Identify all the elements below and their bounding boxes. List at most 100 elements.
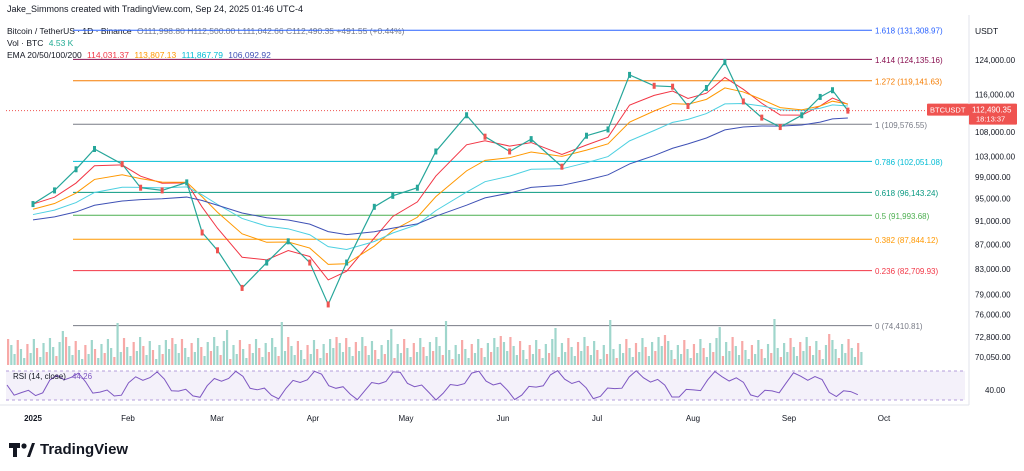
volume-bar-204 [663, 335, 667, 365]
volume-bar-36 [122, 338, 126, 365]
volume-bar-151 [493, 338, 496, 365]
volume-bar-27 [93, 349, 97, 365]
volume-bar-134 [438, 346, 441, 365]
volume-bar-203 [660, 346, 663, 365]
volume-bar-225 [731, 337, 734, 365]
volume-bar-41 [139, 337, 142, 365]
volume-bar-138 [451, 359, 454, 365]
ema-line-0 [32, 76, 849, 281]
fib-label-6: 0.5 (91,993.68) [875, 212, 930, 221]
rsi-value: 44.26 [72, 372, 93, 381]
time-tick-1: Feb [121, 414, 135, 423]
volume-bar-108 [354, 342, 357, 365]
volume-bar-243 [789, 338, 792, 365]
volume-bar-33 [113, 357, 116, 365]
volume-bar-71 [235, 354, 238, 365]
volume-bar-103 [338, 343, 341, 365]
volume-bar-176 [573, 356, 576, 365]
volume-bar-236 [766, 344, 770, 365]
symbol-legend[interactable]: Bitcoin / TetherUS · 1D · Binance O111,9… [7, 26, 407, 36]
price-point-11 [265, 259, 269, 266]
volume-bar-251 [815, 341, 818, 365]
volume-bar-112 [367, 355, 370, 365]
volume-bar-5 [23, 358, 26, 365]
volume-bar-158 [515, 355, 518, 365]
volume-bar-127 [415, 352, 419, 365]
price-point-36 [800, 112, 804, 119]
volume-bar-218 [708, 343, 712, 365]
volume-bar-106 [348, 347, 351, 365]
volume-value: 4.53 K [48, 38, 74, 48]
ema100-value: 111,867.79 [181, 50, 223, 60]
volume-bar-237 [770, 353, 773, 365]
volume-bar-92 [303, 359, 306, 365]
volume-bar-152 [496, 347, 499, 365]
volume-bar-164 [535, 340, 538, 365]
price-tick-9: 79,000.00 [975, 290, 1011, 299]
price-point-39 [846, 107, 850, 114]
price-point-3 [93, 145, 96, 152]
tradingview-logo[interactable]: TradingView [9, 441, 128, 458]
time-tick-7: Aug [686, 414, 700, 423]
volume-bar-43 [145, 355, 148, 365]
ema20-value: 114,031.37 [87, 50, 129, 60]
volume-bar-230 [747, 359, 750, 365]
volume-bar-58 [193, 352, 196, 365]
fib-label-2: 1.272 (119,141.63) [875, 77, 942, 86]
volume-bar-185 [602, 345, 605, 365]
volume-bar-19 [68, 346, 71, 365]
volume-bar-261 [847, 339, 850, 365]
volume-bar-233 [757, 340, 760, 365]
volume-bar-25 [87, 354, 90, 365]
volume-bar-130 [425, 356, 428, 365]
volume-bar-96 [316, 349, 319, 365]
last-price-badge [969, 103, 1017, 125]
fib-label-4: 0.786 (102,051.08) [875, 158, 943, 167]
volume-bar-210 [683, 340, 686, 365]
volume-bar-250 [812, 355, 815, 365]
volume-bar-68 [225, 330, 229, 365]
volume-bar-123 [403, 339, 406, 365]
volume-bar-40 [135, 351, 138, 365]
volume-bar-141 [461, 340, 464, 365]
volume-bar-184 [599, 359, 602, 365]
volume-legend[interactable]: Vol · BTC 4.53 K [7, 38, 76, 48]
price-point-30 [686, 103, 690, 110]
volume-bar-64 [213, 337, 216, 365]
volume-bar-17 [61, 331, 64, 365]
volume-bar-20 [71, 355, 74, 365]
volume-bar-137 [448, 350, 451, 365]
ema-legend[interactable]: EMA 20/50/100/200 114,031.37 113,807.13 … [7, 50, 274, 60]
ema-label: EMA 20/50/100/200 [7, 50, 82, 60]
volume-bar-168 [547, 353, 551, 365]
volume-bar-70 [232, 345, 235, 365]
volume-bar-109 [357, 351, 361, 365]
axes: 124,000.00 116,000.00 108,000.00 103,000.00… [6, 56, 1017, 423]
price-tick-2: 108,000.00 [975, 128, 1016, 137]
price-point-13 [308, 259, 312, 266]
volume-bar-207 [673, 359, 676, 365]
volume-bar-104 [341, 352, 345, 365]
volume-bar-229 [744, 350, 747, 365]
volume-bar-215 [699, 339, 702, 365]
price-point-6 [160, 187, 164, 194]
volume-bar-3 [16, 340, 19, 365]
tradingview-logo-icon [9, 442, 35, 457]
price-tick-10: 76,000.00 [975, 311, 1011, 320]
volume-bar-89 [293, 355, 296, 365]
volume-bar-38 [129, 356, 132, 365]
volume-bar-59 [196, 338, 200, 365]
volume-bar-97 [319, 358, 322, 365]
price-tick-6: 91,000.00 [975, 217, 1011, 226]
volume-bar-220 [715, 338, 718, 365]
volume-bar-216 [702, 348, 705, 365]
volume-bar-37 [126, 347, 129, 365]
volume-bar-30 [103, 353, 106, 365]
volume-bar-125 [409, 357, 412, 365]
price-point-0 [31, 201, 35, 208]
fib-label-8: 0.236 (82,709.93) [875, 267, 938, 276]
volume-bar-182 [593, 341, 596, 365]
volume-bar-248 [805, 337, 808, 365]
volume-bar-115 [377, 359, 380, 365]
